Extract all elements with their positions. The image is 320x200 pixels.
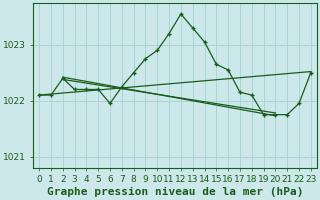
X-axis label: Graphe pression niveau de la mer (hPa): Graphe pression niveau de la mer (hPa): [47, 187, 303, 197]
